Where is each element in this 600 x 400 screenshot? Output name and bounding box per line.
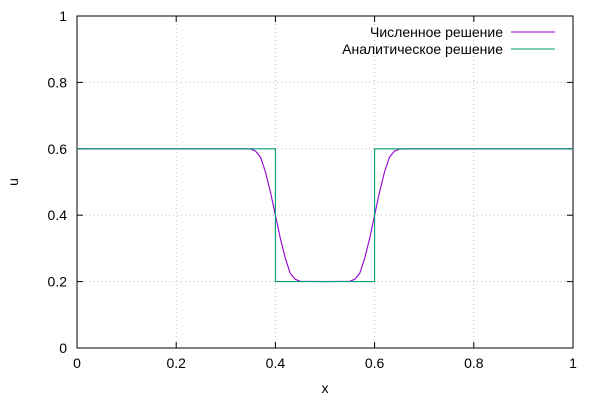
x-axis-label: x	[322, 380, 329, 396]
x-tick-label: 0.4	[266, 355, 286, 371]
x-tick-label: 0	[73, 355, 81, 371]
y-tick-label: 0.6	[48, 141, 68, 157]
y-tick-label: 0.4	[48, 207, 68, 223]
y-tick-label: 0.2	[48, 274, 68, 290]
x-tick-label: 0.6	[365, 355, 385, 371]
x-tick-label: 1	[569, 355, 577, 371]
legend-label-1: Аналитическое решение	[342, 41, 503, 57]
plot-frame	[76, 15, 574, 349]
series-line-1	[77, 148, 573, 283]
y-tick-label: 1	[59, 8, 67, 24]
y-tick-label: 0	[59, 340, 67, 356]
ticks: 0 0.2 0.4 0.6 0.8 1 0 0.2 0.4 0.6 0.8 1	[48, 8, 578, 371]
y-tick-label: 0.8	[48, 74, 68, 90]
x-tick-label: 0.8	[464, 355, 484, 371]
grid	[77, 16, 573, 348]
series-group	[77, 148, 573, 283]
legend-label-0: Численное решение	[370, 24, 503, 40]
y-axis-label: u	[5, 178, 21, 186]
x-tick-label: 0.2	[166, 355, 186, 371]
